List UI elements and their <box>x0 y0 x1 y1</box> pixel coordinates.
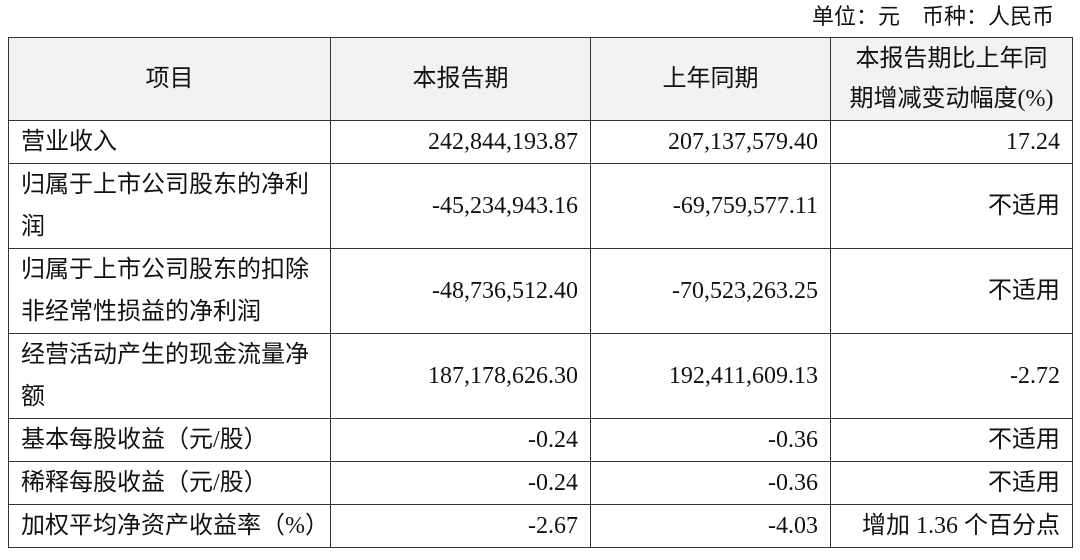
row-label: 经营活动产生的现金流量净额 <box>8 333 331 419</box>
value-cell: 192,411,609.13 <box>590 333 831 419</box>
table-row: 营业收入 242,844,193.87 207,137,579.40 17.24 <box>8 120 1073 164</box>
row-label: 归属于上市公司股东的净利润 <box>8 163 331 249</box>
unit-note: 单位：元 币种：人民币 <box>811 4 1054 29</box>
value-cell: -69,759,577.11 <box>590 163 831 249</box>
table-row: 加权平均净资产收益率（%） -2.67 -4.03 增加 1.36 个百分点 <box>8 504 1073 548</box>
header-cell: 项目 <box>8 37 331 121</box>
table-row: 稀释每股收益（元/股） -0.24 -0.36 不适用 <box>8 461 1073 505</box>
header-cell: 本报告期比上年同 期增减变动幅度(%) <box>830 37 1073 121</box>
row-label: 稀释每股收益（元/股） <box>8 461 331 505</box>
row-label: 营业收入 <box>8 120 331 164</box>
value-cell: 不适用 <box>830 418 1073 462</box>
value-cell: 207,137,579.40 <box>590 120 831 164</box>
financial-table: 项目 本报告期 上年同期 本报告期比上年同 期增减变动幅度(%) 营业收入 242,844… <box>8 37 1073 548</box>
header-cell: 本报告期 <box>330 37 591 121</box>
value-cell: 不适用 <box>830 248 1073 334</box>
value-cell: -0.36 <box>590 461 831 505</box>
header-line: 本报告期比上年同 <box>855 46 1048 72</box>
row-label: 基本每股收益（元/股） <box>8 418 331 462</box>
value-cell: 187,178,626.30 <box>330 333 591 419</box>
header-line: 期增减变动幅度(%) <box>849 86 1054 112</box>
value-cell: -4.03 <box>590 504 831 548</box>
value-cell: -2.67 <box>330 504 591 548</box>
value-cell: 242,844,193.87 <box>330 120 591 164</box>
table-row: 基本每股收益（元/股） -0.24 -0.36 不适用 <box>8 418 1073 462</box>
table-row: 经营活动产生的现金流量净额 187,178,626.30 192,411,609.1… <box>8 333 1073 419</box>
header-row: 项目 本报告期 上年同期 本报告期比上年同 期增减变动幅度(%) <box>8 37 1073 121</box>
value-cell: -0.24 <box>330 418 591 462</box>
value-cell: -70,523,263.25 <box>590 248 831 334</box>
table-row: 归属于上市公司股东的扣除非经常性损益的净利润 -48,736,512.40 -70,… <box>8 248 1073 334</box>
value-cell: 不适用 <box>830 461 1073 505</box>
value-cell: 不适用 <box>830 163 1073 249</box>
table-body: 营业收入 242,844,193.87 207,137,579.40 17.24 归属于… <box>8 120 1073 548</box>
value-cell: 17.24 <box>830 120 1073 164</box>
value-cell: -0.24 <box>330 461 591 505</box>
row-label: 加权平均净资产收益率（%） <box>8 504 331 548</box>
value-cell: -45,234,943.16 <box>330 163 591 249</box>
header-cell: 上年同期 <box>590 37 831 121</box>
row-label: 归属于上市公司股东的扣除非经常性损益的净利润 <box>8 248 331 334</box>
value-cell: -2.72 <box>830 333 1073 419</box>
table-row: 归属于上市公司股东的净利润 -45,234,943.16 -69,759,577.1… <box>8 163 1073 249</box>
value-cell: -0.36 <box>590 418 831 462</box>
value-cell: -48,736,512.40 <box>330 248 591 334</box>
value-cell: 增加 1.36 个百分点 <box>830 504 1073 548</box>
